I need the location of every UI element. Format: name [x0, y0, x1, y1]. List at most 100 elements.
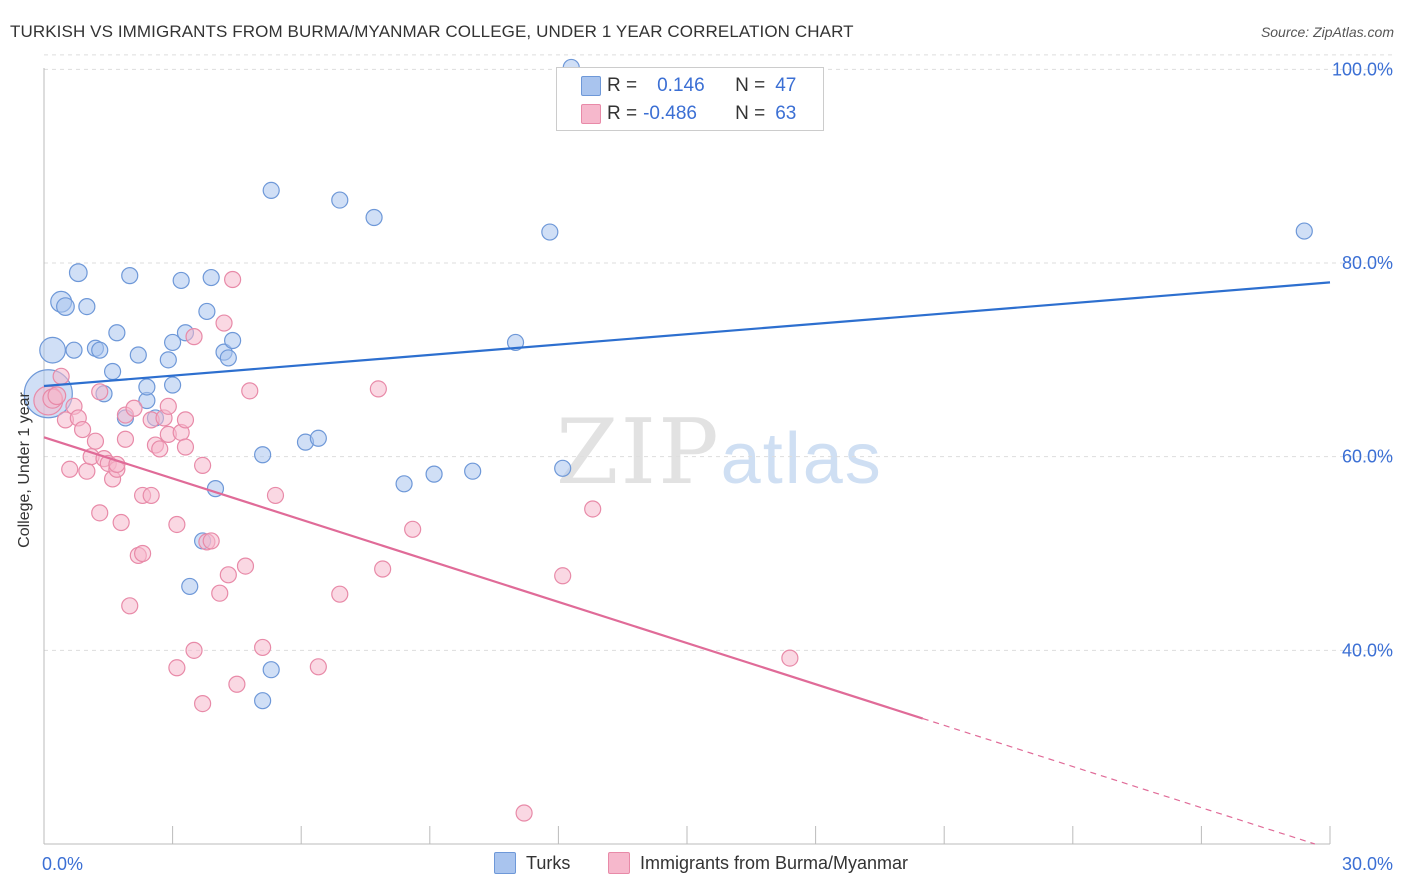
watermark: ZIPatlas: [556, 400, 883, 505]
point-burma: [78, 462, 96, 480]
y-axis-label: College, Under 1 year: [16, 392, 33, 548]
point-burma: [584, 500, 602, 518]
point-burma: [176, 411, 195, 429]
point-burma: [266, 486, 285, 505]
point-burma: [61, 460, 79, 478]
point-turks: [121, 267, 139, 285]
point-turks: [164, 376, 182, 394]
legend-row-turks: R = 0.146 N = 47: [581, 72, 797, 100]
point-turks: [181, 577, 199, 596]
point-burma: [73, 420, 92, 439]
point-turks: [262, 181, 280, 200]
y-tick-label: 80.0%: [1342, 253, 1393, 273]
point-burma: [515, 804, 533, 822]
point-burma: [241, 382, 259, 400]
point-turks: [365, 208, 383, 227]
point-burma: [254, 638, 272, 657]
point-turks: [78, 297, 96, 316]
point-burma: [202, 532, 220, 550]
point-turks: [202, 268, 220, 287]
point-turks: [172, 271, 190, 290]
bottom-legend-swatch-turks: [494, 852, 516, 874]
legend-n-value-turks: 47: [775, 75, 797, 96]
point-turks: [56, 297, 75, 316]
point-burma: [331, 585, 349, 603]
point-turks: [198, 302, 216, 321]
point-burma: [185, 328, 203, 346]
x-tick-label: 30.0%: [1342, 854, 1393, 874]
trend-line-burma: [43, 436, 924, 720]
bottom-legend-label-burma: Immigrants from Burma/Myanmar: [640, 852, 909, 873]
point-burma: [228, 675, 246, 693]
point-burma: [369, 380, 387, 398]
source-label: Source: ZipAtlas.com: [1260, 24, 1394, 40]
point-burma: [86, 432, 105, 450]
point-burma: [142, 486, 160, 505]
point-burma: [133, 544, 152, 563]
point-burma: [121, 597, 139, 615]
watermark-atlas: atlas: [720, 419, 883, 499]
trend-line-turks: [43, 281, 1331, 388]
point-turks: [425, 465, 443, 483]
point-burma: [219, 566, 237, 584]
point-burma: [236, 557, 255, 575]
point-burma: [52, 367, 70, 385]
watermark-zip: ZIP: [556, 400, 721, 505]
point-turks: [164, 333, 182, 352]
point-burma: [215, 314, 233, 332]
y-tick-label: 100.0%: [1332, 59, 1393, 79]
point-turks: [68, 263, 88, 283]
point-burma: [554, 567, 572, 585]
point-burma: [194, 694, 212, 713]
bottom-legend-swatch-burma: [608, 852, 630, 874]
point-burma: [374, 560, 392, 578]
point-burma: [47, 386, 67, 406]
point-turks: [331, 191, 349, 209]
point-burma: [404, 520, 422, 538]
point-burma: [91, 504, 109, 522]
point-burma: [309, 658, 327, 676]
point-turks: [108, 324, 126, 342]
point-burma: [176, 438, 195, 456]
x-tick-label: 0.0%: [42, 854, 83, 874]
point-turks: [254, 692, 272, 710]
legend-n-value-burma: 63: [775, 103, 797, 124]
point-burma: [151, 440, 169, 458]
point-turks: [65, 341, 83, 359]
legend: R = 0.146 N = 47 R = -0.486 N = 63: [556, 67, 824, 131]
chart-title: TURKISH VS IMMIGRANTS FROM BURMA/MYANMAR…: [10, 22, 854, 41]
point-burma: [211, 584, 229, 602]
legend-swatch-burma: [581, 104, 601, 124]
point-turks: [219, 349, 237, 367]
point-turks: [103, 362, 122, 381]
bottom-legend-turks: Turks: [494, 852, 570, 874]
point-turks: [262, 661, 280, 679]
legend-r-label: R =: [607, 103, 638, 124]
point-turks: [464, 462, 482, 480]
legend-r-value-burma: -0.486: [643, 103, 697, 124]
point-burma: [224, 270, 242, 289]
legend-n-label: N =: [735, 103, 766, 124]
point-burma: [781, 649, 799, 667]
point-turks: [1295, 222, 1313, 240]
point-turks: [506, 333, 525, 352]
trend-line-extension-burma: [922, 717, 1316, 845]
point-burma: [168, 659, 186, 677]
point-burma: [116, 430, 135, 448]
y-tick-label: 60.0%: [1342, 447, 1393, 467]
bottom-legend-label-turks: Turks: [526, 852, 571, 873]
point-turks: [224, 331, 242, 350]
legend-r-label: R =: [607, 75, 638, 96]
point-burma: [125, 399, 143, 417]
bottom-legend-burma: Immigrants from Burma/Myanmar: [608, 852, 908, 874]
point-burma: [91, 383, 109, 401]
point-turks: [159, 351, 177, 369]
point-burma: [112, 513, 130, 532]
point-turks: [541, 223, 559, 241]
point-burma: [185, 641, 203, 659]
point-turks: [138, 378, 156, 396]
point-burma: [168, 515, 186, 534]
point-turks: [129, 346, 147, 364]
legend-r-value-turks: 0.146: [657, 75, 705, 96]
